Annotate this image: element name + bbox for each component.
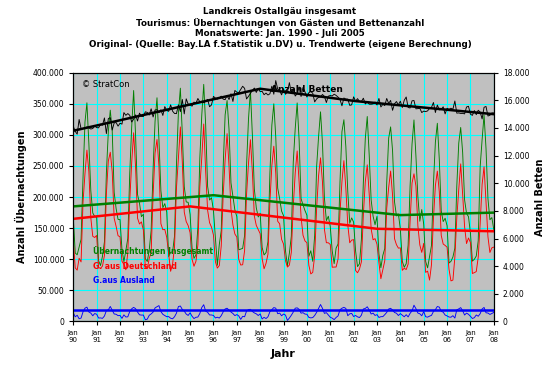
Text: Übernachtungen Insgesamt: Übernachtungen Insgesamt	[93, 246, 213, 256]
Text: © StratCon: © StratCon	[82, 80, 129, 89]
Text: Landkreis Ostallgäu insgesamt
Tourismus: Übernachtungen von Gästen und Bettenanz: Landkreis Ostallgäu insgesamt Tourismus:…	[88, 7, 472, 49]
Text: G.aus Ausland: G.aus Ausland	[93, 276, 155, 285]
Y-axis label: Anzahl Übernachtungen: Anzahl Übernachtungen	[15, 131, 27, 263]
Text: Anzahl Betten: Anzahl Betten	[271, 85, 343, 94]
Text: G. aus Deutschland: G. aus Deutschland	[93, 261, 176, 270]
Y-axis label: Anzahl Betten: Anzahl Betten	[535, 158, 545, 236]
X-axis label: Jahr: Jahr	[271, 349, 296, 359]
